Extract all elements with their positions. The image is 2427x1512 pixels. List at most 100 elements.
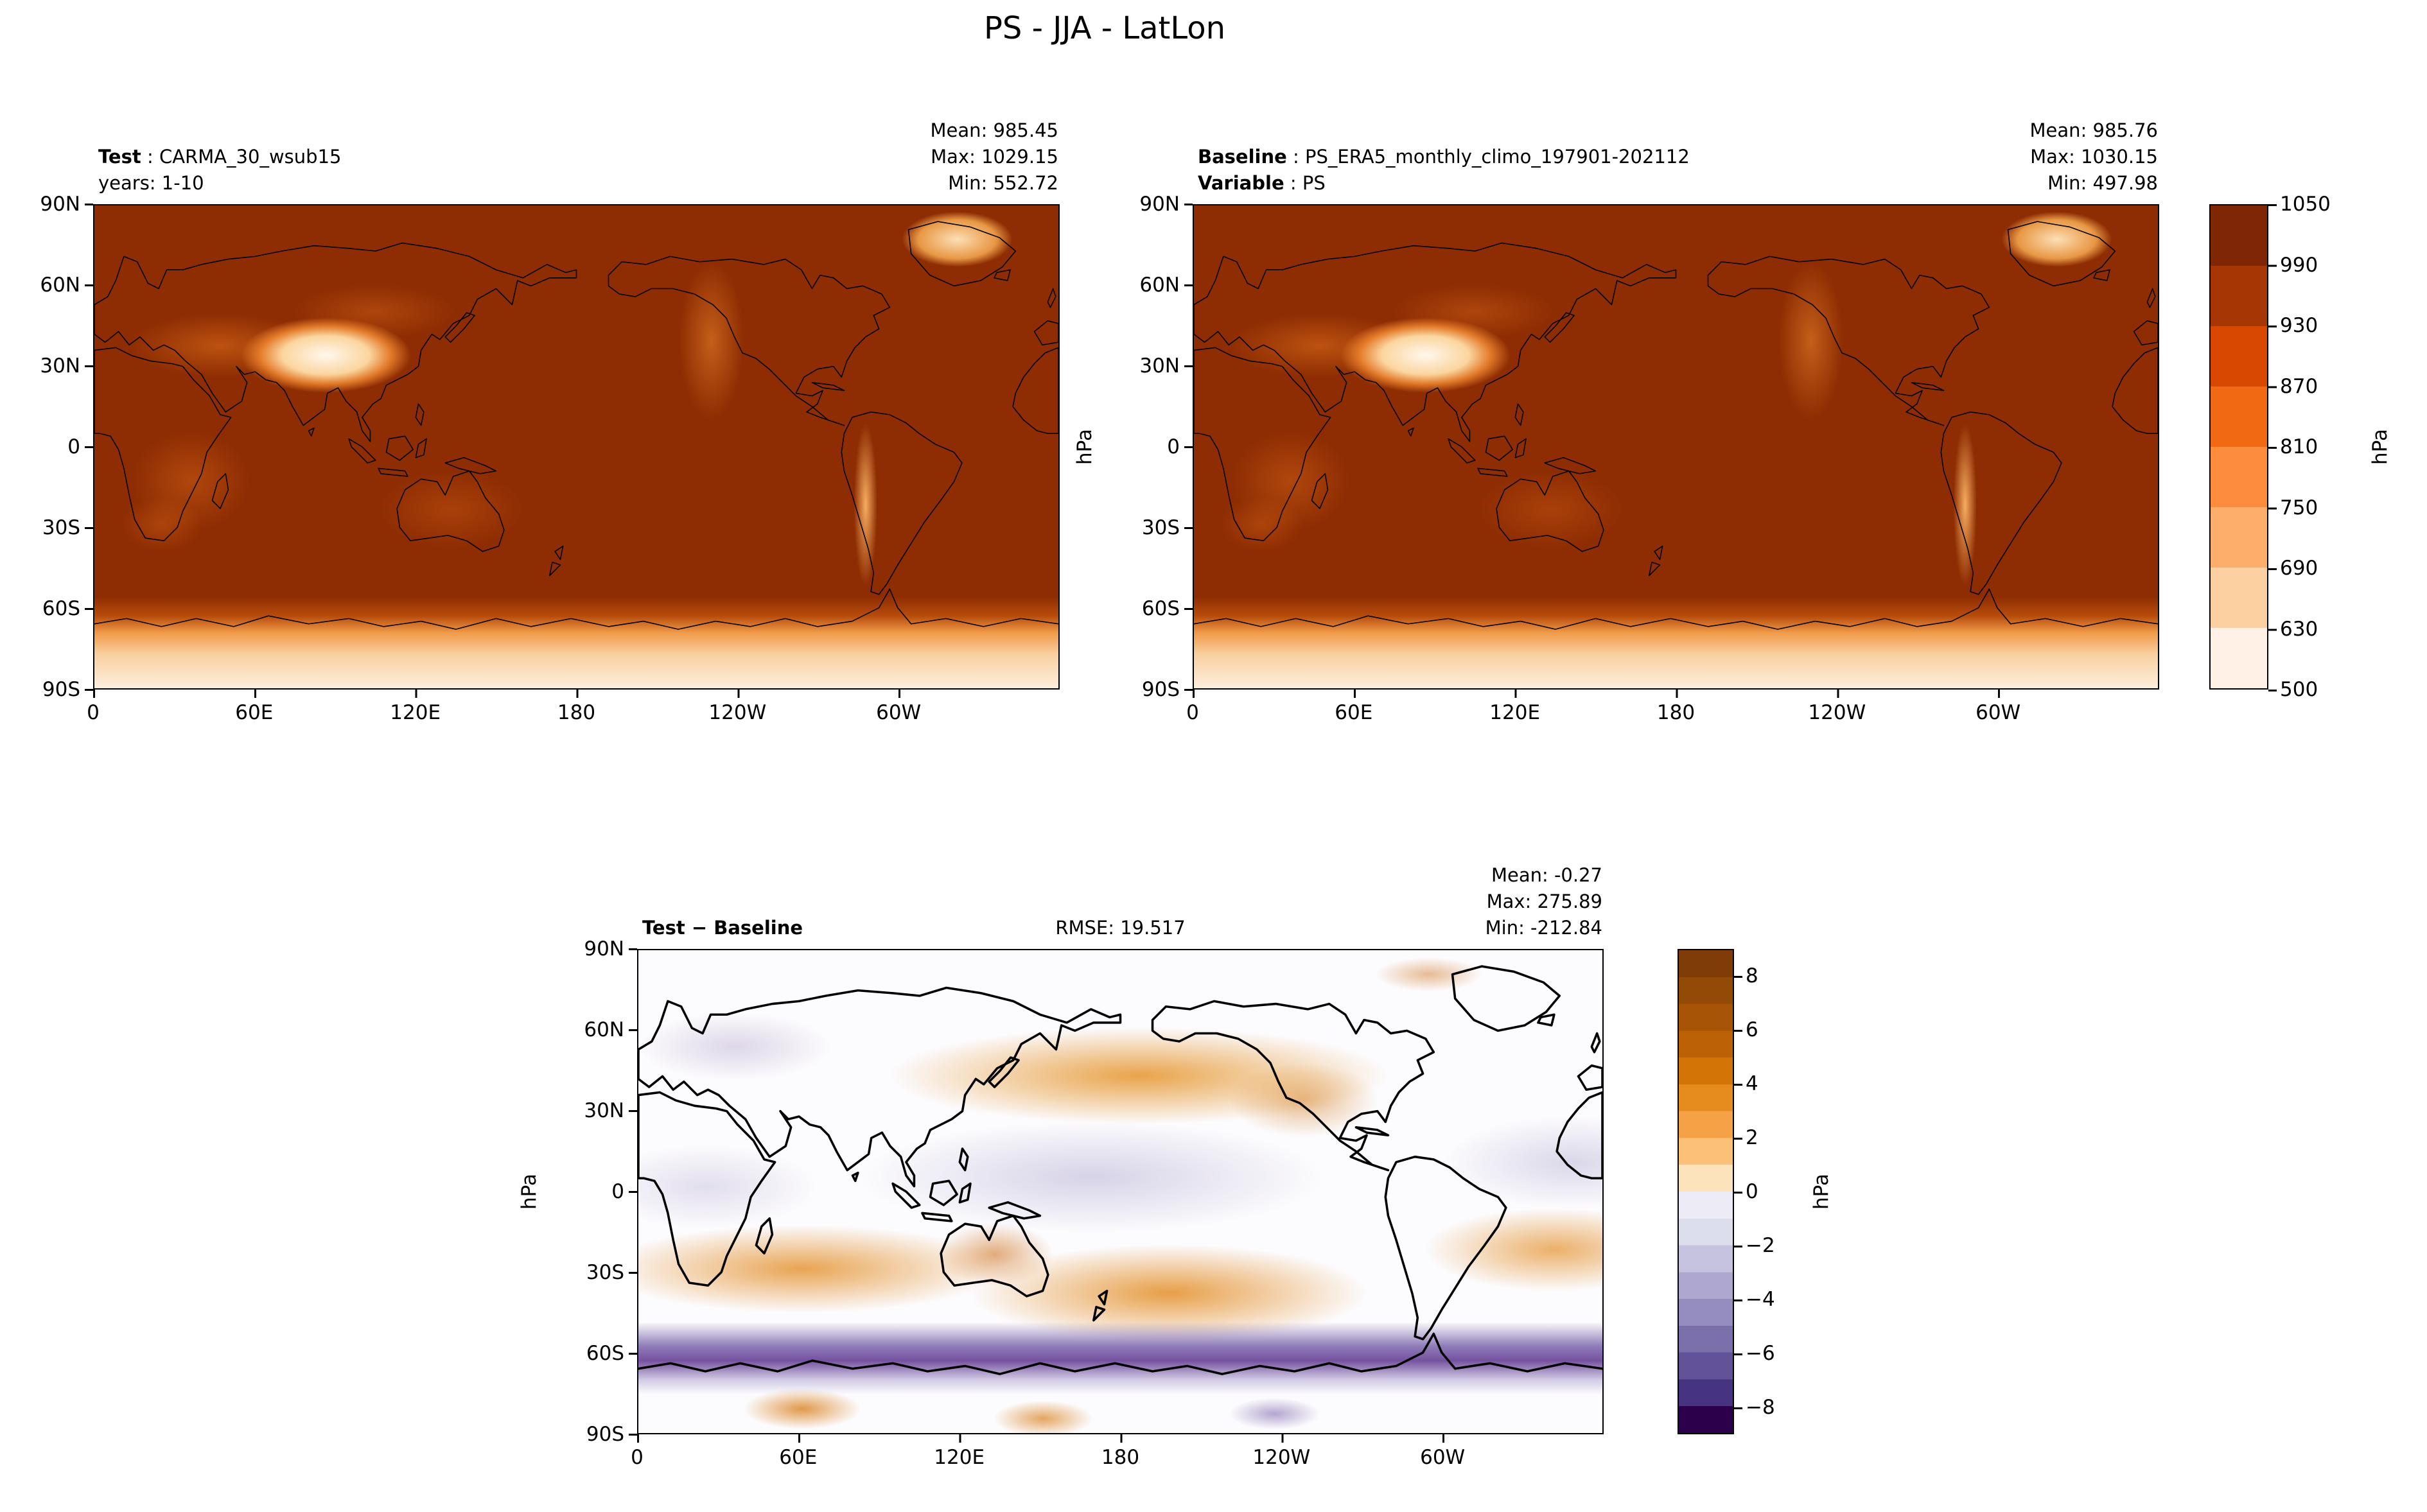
difference-panel-title: Test − Baseline (642, 915, 803, 941)
figure-title: PS - JJA - LatLon (983, 10, 1226, 46)
y-tick-label: 30N (1139, 354, 1180, 378)
x-tick-label: 120W (1808, 701, 1866, 724)
y-tick-label: 0 (611, 1180, 624, 1203)
test-panel-header: Test : CARMA_30_wsub15 years: 1-10 (98, 144, 341, 196)
difference-colorbar-unit: hPa (1810, 1174, 1834, 1210)
baseline-variable-line: Variable : PS (1198, 170, 1690, 196)
colorbar-tick-label: −4 (1746, 1287, 1775, 1311)
x-tick-label: 0 (631, 1446, 644, 1469)
y-tick-label: 90S (42, 678, 80, 701)
baseline-separator: : (1286, 146, 1306, 168)
pressure-colorbar-unit: hPa (2369, 429, 2392, 465)
test-run-name: CARMA_30_wsub15 (159, 146, 342, 168)
x-tick-label: 60W (1976, 701, 2021, 724)
y-tick-label: 30S (1141, 516, 1180, 539)
baseline-run-line: Baseline : PS_ERA5_monthly_climo_197901-… (1198, 144, 1690, 170)
colorbar-tick-label: 500 (2280, 678, 2318, 701)
y-tick-label: 60S (42, 596, 80, 620)
x-axis-tickmarks (637, 1434, 1604, 1443)
y-tick-label: 30S (42, 516, 80, 539)
difference-min: Min: -212.84 (1485, 917, 1602, 939)
y-axis-labels: 90N 60N 30N 0 30S 60S 90S (563, 937, 624, 1446)
y-tick-label: 90N (40, 193, 80, 216)
test-label: Test (98, 146, 141, 168)
y-axis-tickmarks (629, 948, 637, 1436)
x-tick-label: 60W (876, 701, 922, 724)
test-panel-stats: Mean: 985.45 Max: 1029.15 Min: 552.72 (931, 117, 1058, 196)
x-axis-tickmarks (93, 690, 1060, 698)
x-tick-label: 180 (1101, 1446, 1140, 1469)
x-tick-label: 60E (779, 1446, 818, 1469)
y-axis-labels: 90N 60N 30N 0 30S 60S 90S (19, 193, 80, 701)
coastline-overlay (1194, 221, 2158, 630)
difference-rmse: RMSE: 19.517 (1055, 917, 1186, 939)
variable-label: Variable (1198, 172, 1284, 194)
colorbar-tick-label: 4 (1746, 1072, 1758, 1095)
coastline-overlay (94, 221, 1058, 630)
colorbar-tick-label: 8 (1746, 964, 1758, 987)
y-tick-label: 30S (586, 1261, 624, 1284)
y-axis-labels: 90N 60N 30N 0 30S 60S 90S (1119, 193, 1180, 701)
y-axis-tickmarks (1184, 204, 1193, 691)
colorbar-tick-label: 690 (2280, 557, 2318, 580)
test-max: Max: 1029.15 (931, 146, 1058, 168)
test-panel: Test : CARMA_30_wsub15 years: 1-10 Mean:… (40, 119, 1060, 724)
difference-max: Max: 275.89 (1486, 891, 1602, 912)
colorbar-tick-label: 630 (2280, 617, 2318, 641)
test-map (93, 204, 1060, 690)
test-run-line: Test : CARMA_30_wsub15 (98, 144, 341, 170)
colorbar-tick-label: −6 (1746, 1341, 1775, 1365)
colorbar-tick-label: 0 (1746, 1180, 1758, 1203)
test-years: years: 1-10 (98, 172, 204, 194)
y-tick-label: 90N (1139, 193, 1180, 216)
x-tick-label: 60E (235, 701, 274, 724)
x-axis-labels: 0 60E 120E 180 120W 60W (87, 701, 1060, 727)
difference-colorbar-tickmarks (1734, 949, 1742, 1436)
y-tick-label: 0 (1167, 435, 1180, 458)
pressure-colorbar-tickmarks (2268, 204, 2277, 691)
test-separator: : (141, 146, 159, 168)
colorbar-tick-label: 810 (2280, 435, 2318, 458)
pressure-colorbar-gradient (2209, 204, 2268, 690)
x-axis-tickmarks (1193, 690, 2159, 698)
x-tick-label: 0 (87, 701, 100, 724)
difference-colorbar-gradient (1678, 949, 1734, 1434)
coastline-overlay (638, 966, 1602, 1375)
x-tick-label: 60W (1420, 1446, 1466, 1469)
difference-map (637, 949, 1604, 1434)
y-tick-label: 90S (586, 1423, 624, 1446)
difference-mean: Mean: -0.27 (1491, 864, 1602, 886)
baseline-min: Min: 497.98 (2047, 172, 2158, 194)
x-tick-label: 0 (1186, 701, 1199, 724)
y-tick-label: 60S (586, 1341, 624, 1365)
baseline-label: Baseline (1198, 146, 1287, 168)
y-tick-label: 60N (40, 274, 80, 297)
baseline-mean: Mean: 985.76 (2029, 119, 2158, 141)
y-tick-label: 30N (40, 354, 80, 378)
colorbar-tick-label: −2 (1746, 1233, 1775, 1257)
test-mean: Mean: 985.45 (930, 119, 1058, 141)
difference-label: Test − Baseline (642, 917, 803, 939)
y-axis-tickmarks (85, 204, 93, 691)
colorbar-tick-label: 1050 (2280, 193, 2331, 216)
x-tick-label: 60E (1335, 701, 1373, 724)
baseline-panel-header: Baseline : PS_ERA5_monthly_climo_197901-… (1198, 144, 1690, 196)
colorbar-tick-label: 930 (2280, 314, 2318, 337)
variable-name: PS (1302, 172, 1326, 194)
difference-panel: Test − Baseline RMSE: 19.517 Mean: -0.27… (518, 864, 1604, 1469)
x-tick-label: 180 (1656, 701, 1695, 724)
y-tick-label: 30N (584, 1099, 624, 1122)
y-tick-label: 90N (584, 937, 624, 960)
x-tick-label: 120E (1489, 701, 1541, 724)
baseline-max: Max: 1030.15 (2030, 146, 2158, 168)
colorbar-tick-label: 990 (2280, 253, 2318, 277)
y-tick-label: 60N (1139, 274, 1180, 297)
baseline-run-name: PS_ERA5_monthly_climo_197901-202112 (1305, 146, 1690, 168)
y-tick-label: 60N (584, 1018, 624, 1041)
x-axis-labels: 0 60E 120E 180 120W 60W (1186, 701, 2159, 727)
y-tick-label: 0 (67, 435, 80, 458)
x-axis-labels: 0 60E 120E 180 120W 60W (631, 1446, 1604, 1472)
test-min: Min: 552.72 (948, 172, 1058, 194)
colorbar-tick-label: 870 (2280, 374, 2318, 398)
variable-separator: : (1284, 172, 1302, 194)
